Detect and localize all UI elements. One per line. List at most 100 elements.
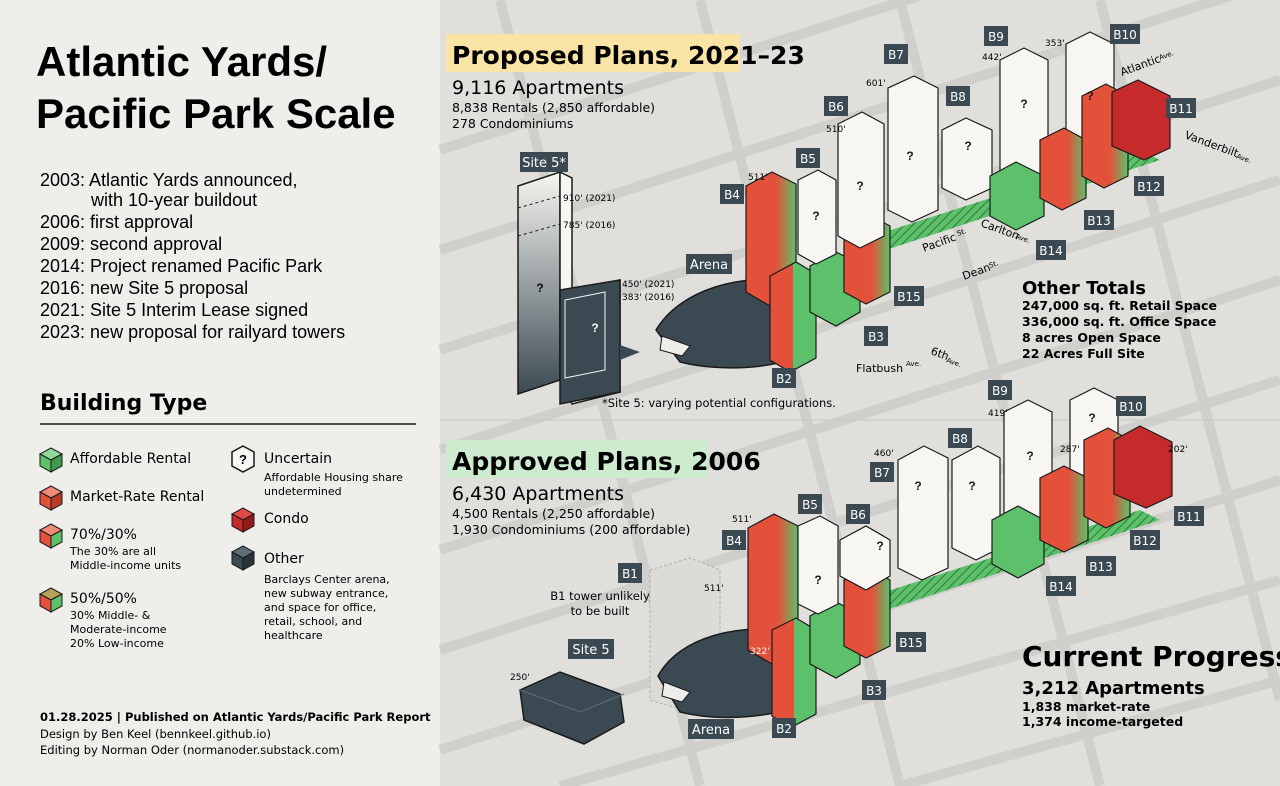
svg-text:B7: B7 xyxy=(874,466,890,480)
other-totals: Other Totals 247,000 sq. ft. Retail Spac… xyxy=(1022,278,1217,361)
svg-text:B8: B8 xyxy=(952,432,968,446)
height-label: 601' xyxy=(866,79,886,89)
split-50-50-cube-icon xyxy=(38,587,64,613)
height-label: 460' xyxy=(874,449,894,459)
height-label: 511' xyxy=(732,515,752,525)
svg-text:B4: B4 xyxy=(724,188,740,202)
approved-line: 1,930 Condominiums (200 affordable) xyxy=(452,522,690,537)
label-b11: B11 xyxy=(1166,98,1196,118)
legend-desc: healthcare xyxy=(264,629,323,642)
label-b13: B13 xyxy=(1086,556,1116,576)
street-sixth: 6th xyxy=(929,345,951,363)
street-st: St. xyxy=(956,227,968,238)
svg-text:B3: B3 xyxy=(868,330,884,344)
timeline-item: 2023: new proposal for railyard towers xyxy=(40,322,345,342)
label-b15: B15 xyxy=(896,632,926,652)
svg-text:?: ? xyxy=(1088,411,1095,425)
label-b10: B10 xyxy=(1116,396,1146,416)
svg-text:?: ? xyxy=(968,479,975,493)
label-b4: B4 xyxy=(720,184,744,204)
svg-text:B15: B15 xyxy=(897,290,921,304)
label-b9: B9 xyxy=(988,380,1012,400)
svg-text:?: ? xyxy=(814,573,821,587)
svg-text:B10: B10 xyxy=(1119,400,1143,414)
proposed-heading-highlight xyxy=(446,34,740,72)
proposed-line: 278 Condominiums xyxy=(452,116,573,131)
site5-approved xyxy=(519,671,625,745)
legend-desc: undetermined xyxy=(264,485,342,498)
label-b6: B6 xyxy=(846,504,870,524)
svg-text:?: ? xyxy=(536,281,543,295)
current-progress: Current Progress 3,212 Apartments 1,838 … xyxy=(1022,640,1280,729)
street-flatbush: Flatbush xyxy=(856,362,903,375)
legend-desc: and space for office, xyxy=(264,601,376,614)
svg-text:B14: B14 xyxy=(1049,580,1073,594)
label-b12: B12 xyxy=(1130,530,1160,550)
height-label: 322' xyxy=(750,647,770,657)
legend-label: Other xyxy=(264,551,304,567)
heights-proposed: 511' 510' 601' 442' 353' xyxy=(748,39,1065,183)
svg-text:?: ? xyxy=(239,452,247,467)
height-label: 511' xyxy=(748,173,768,183)
legend-label: 50%/50% xyxy=(70,591,137,607)
other-totals-line: 22 Acres Full Site xyxy=(1022,346,1145,361)
label-b14: B14 xyxy=(1046,576,1076,596)
svg-text:B1: B1 xyxy=(622,567,638,581)
height-label: 785' (2016) xyxy=(563,221,615,231)
legend-label: Uncertain xyxy=(264,451,332,467)
svg-text:?: ? xyxy=(591,321,598,335)
legend-desc: new subway entrance, xyxy=(264,587,388,600)
svg-text:B6: B6 xyxy=(828,100,844,114)
legend-heading: Building Type xyxy=(40,391,207,416)
svg-text:B13: B13 xyxy=(1087,214,1111,228)
approved-header: Approved Plans, 2006 6,430 Apartments 4,… xyxy=(446,440,761,537)
label-b9: B9 xyxy=(984,26,1008,46)
svg-text:B14: B14 xyxy=(1039,244,1063,258)
timeline-item: 2003: Atlantic Yards announced, xyxy=(40,170,298,190)
height-label: 450' (2021) xyxy=(622,280,674,290)
label-b11: B11 xyxy=(1174,506,1204,526)
street-st: St. xyxy=(988,259,1000,270)
svg-text:B13: B13 xyxy=(1089,560,1113,574)
height-label: 442' xyxy=(982,53,1002,63)
proposed-header: Proposed Plans, 2021–23 9,116 Apartments… xyxy=(446,34,805,131)
height-label: 287' xyxy=(1060,445,1080,455)
label-b5: B5 xyxy=(796,148,820,168)
approved-line: 4,500 Rentals (2,250 affordable) xyxy=(452,506,655,521)
svg-text:?: ? xyxy=(536,281,543,295)
legend-desc: The 30% are all xyxy=(69,545,156,558)
height-label: 250' xyxy=(510,673,530,683)
label-b3: B3 xyxy=(864,326,888,346)
svg-text:B8: B8 xyxy=(950,90,966,104)
height-label: 510' xyxy=(826,125,846,135)
height-label: 383' (2016) xyxy=(622,293,674,303)
credit-line: Editing by Norman Oder (normanoder.subst… xyxy=(40,743,344,757)
svg-text:B12: B12 xyxy=(1133,534,1157,548)
svg-text:?: ? xyxy=(1086,89,1093,103)
approved-heading-highlight xyxy=(446,440,708,478)
approved-apartments: 6,430 Apartments xyxy=(452,483,624,505)
label-b10: B10 xyxy=(1110,24,1140,44)
height-label: 419' xyxy=(988,409,1008,419)
heights-approved: 511' 511' 460' 419' 287' 202' 322' 250' xyxy=(510,409,1188,683)
proposed-heading: Proposed Plans, 2021–23 xyxy=(452,41,805,70)
timeline-item: 2021: Site 5 Interim Lease signed xyxy=(40,300,308,320)
label-b4: B4 xyxy=(722,530,746,550)
other-totals-line: 247,000 sq. ft. Retail Space xyxy=(1022,298,1217,313)
label-b5: B5 xyxy=(798,494,822,514)
label-b13: B13 xyxy=(1084,210,1114,230)
label-site5-top: Site 5* xyxy=(520,152,568,172)
street-ave: Ave. xyxy=(906,360,921,368)
svg-text:B6: B6 xyxy=(850,508,866,522)
legend-desc: Affordable Housing share xyxy=(264,471,403,484)
timeline-item: with 10-year buildout xyxy=(90,190,257,210)
label-b14: B14 xyxy=(1036,240,1066,260)
legend-desc: 30% Middle- & xyxy=(70,609,151,622)
svg-text:B5: B5 xyxy=(802,498,818,512)
svg-text:B2: B2 xyxy=(776,722,792,736)
svg-text:?: ? xyxy=(1026,449,1033,463)
building-labels-approved: B2 B3 B4 B5 B6 B7 B8 B9 B10 B11 B12 B13 … xyxy=(722,380,1204,738)
legend-desc: retail, school, and xyxy=(264,615,362,628)
page-title-line2: Pacific Park Scale xyxy=(36,90,396,137)
svg-text:B5: B5 xyxy=(800,152,816,166)
